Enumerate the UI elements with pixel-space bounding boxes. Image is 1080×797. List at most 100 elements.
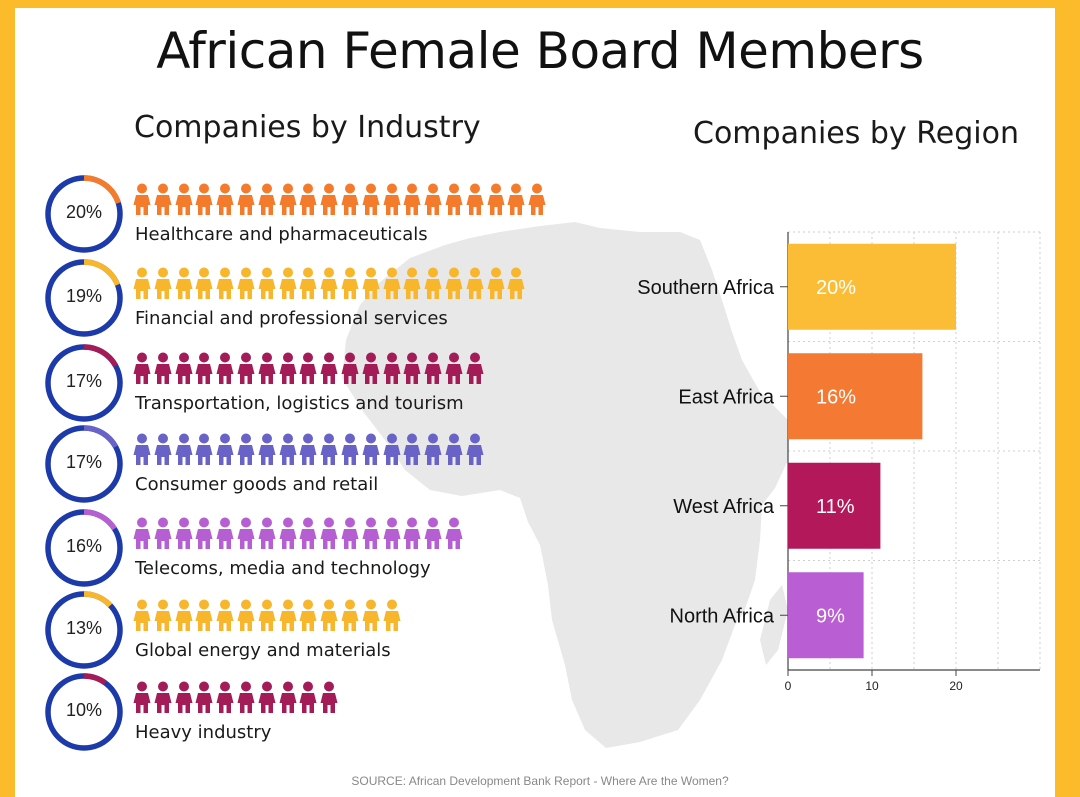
person-icon bbox=[340, 599, 360, 631]
person-icon bbox=[194, 517, 214, 549]
person-icon bbox=[361, 599, 381, 631]
person-icon bbox=[278, 517, 298, 549]
region-bar bbox=[788, 572, 864, 659]
person-icon bbox=[174, 183, 194, 215]
industry-label: Telecoms, media and technology bbox=[135, 558, 431, 579]
industry-row: 17% Transportation, logistics and tourism bbox=[0, 344, 560, 463]
person-icon bbox=[444, 352, 464, 384]
person-icon bbox=[340, 267, 360, 299]
region-section-title: Companies by Region bbox=[693, 116, 1019, 151]
person-icon bbox=[153, 433, 173, 465]
industry-row: 19% Financial and professional services bbox=[0, 259, 560, 378]
person-icon bbox=[174, 599, 194, 631]
industry-label: Healthcare and pharmaceuticals bbox=[135, 224, 428, 245]
industry-label: Financial and professional services bbox=[135, 308, 448, 329]
person-icon bbox=[153, 517, 173, 549]
person-icon bbox=[257, 433, 277, 465]
person-icon bbox=[486, 267, 506, 299]
person-icon bbox=[153, 681, 173, 713]
industry-percentage: 10% bbox=[65, 700, 103, 720]
person-icon bbox=[465, 183, 485, 215]
person-icon bbox=[257, 599, 277, 631]
person-icon bbox=[402, 352, 422, 384]
industry-percentage: 16% bbox=[65, 536, 103, 556]
person-icon bbox=[278, 681, 298, 713]
industry-percentage: 17% bbox=[65, 452, 103, 472]
person-icon bbox=[132, 681, 152, 713]
person-icon bbox=[340, 433, 360, 465]
person-icon bbox=[236, 183, 256, 215]
person-icon bbox=[319, 352, 339, 384]
person-icon bbox=[382, 267, 402, 299]
person-icon bbox=[298, 433, 318, 465]
person-icon bbox=[402, 433, 422, 465]
person-icon bbox=[319, 183, 339, 215]
person-icon bbox=[382, 352, 402, 384]
region-bar-label: 9% bbox=[816, 605, 845, 627]
x-tick-label: 0 bbox=[785, 679, 792, 693]
person-icon bbox=[257, 681, 277, 713]
person-icon bbox=[298, 517, 318, 549]
page-title: African Female Board Members bbox=[156, 22, 924, 80]
person-icon bbox=[444, 267, 464, 299]
person-icon bbox=[215, 433, 235, 465]
region-category-label: West Africa bbox=[673, 496, 775, 518]
industry-label: Transportation, logistics and tourism bbox=[135, 393, 464, 414]
person-icon bbox=[340, 517, 360, 549]
person-icon bbox=[402, 517, 422, 549]
industry-percentage: 20% bbox=[65, 202, 103, 222]
region-category-label: North Africa bbox=[670, 605, 775, 627]
person-icon bbox=[257, 183, 277, 215]
person-icon bbox=[340, 352, 360, 384]
person-icon bbox=[423, 352, 443, 384]
person-icon bbox=[153, 599, 173, 631]
region-bar-label: 11% bbox=[816, 496, 855, 518]
person-icon bbox=[132, 183, 152, 215]
person-icon bbox=[236, 267, 256, 299]
person-icon bbox=[361, 183, 381, 215]
industry-label: Global energy and materials bbox=[135, 640, 391, 661]
person-icon bbox=[319, 599, 339, 631]
person-icon bbox=[319, 681, 339, 713]
person-icon bbox=[361, 352, 381, 384]
person-icon bbox=[215, 681, 235, 713]
person-icon bbox=[194, 183, 214, 215]
industry-row: 20% Healthcare and pharmaceuticals bbox=[0, 175, 560, 294]
person-icon bbox=[132, 599, 152, 631]
person-icon bbox=[423, 517, 443, 549]
person-icon bbox=[174, 352, 194, 384]
person-icon bbox=[382, 599, 402, 631]
region-bar bbox=[788, 462, 881, 549]
person-icon bbox=[382, 517, 402, 549]
person-icon bbox=[506, 183, 526, 215]
source-note: SOURCE: African Development Bank Report … bbox=[351, 774, 729, 788]
industry-percentage: 13% bbox=[65, 618, 103, 638]
industry-percentage: 17% bbox=[65, 371, 103, 391]
person-icon bbox=[257, 352, 277, 384]
industry-donut bbox=[45, 425, 123, 503]
person-icon bbox=[215, 517, 235, 549]
person-icon bbox=[278, 183, 298, 215]
industry-donut bbox=[45, 509, 123, 587]
region-bar bbox=[788, 353, 923, 440]
person-icon bbox=[257, 517, 277, 549]
industry-section-title: Companies by Industry bbox=[134, 110, 481, 145]
person-icon bbox=[236, 433, 256, 465]
person-icon bbox=[298, 352, 318, 384]
industry-donut bbox=[45, 344, 123, 422]
industry-donut bbox=[45, 259, 123, 337]
person-icon bbox=[506, 267, 526, 299]
person-icon bbox=[278, 599, 298, 631]
region-category-label: Southern Africa bbox=[637, 277, 775, 299]
person-icon bbox=[278, 352, 298, 384]
person-icon bbox=[278, 433, 298, 465]
person-icon bbox=[174, 433, 194, 465]
person-icon bbox=[340, 183, 360, 215]
person-icon bbox=[465, 267, 485, 299]
person-icon bbox=[153, 352, 173, 384]
person-icon bbox=[174, 517, 194, 549]
person-icon bbox=[382, 433, 402, 465]
person-icon bbox=[444, 433, 464, 465]
person-icon bbox=[465, 352, 485, 384]
person-icon bbox=[215, 183, 235, 215]
